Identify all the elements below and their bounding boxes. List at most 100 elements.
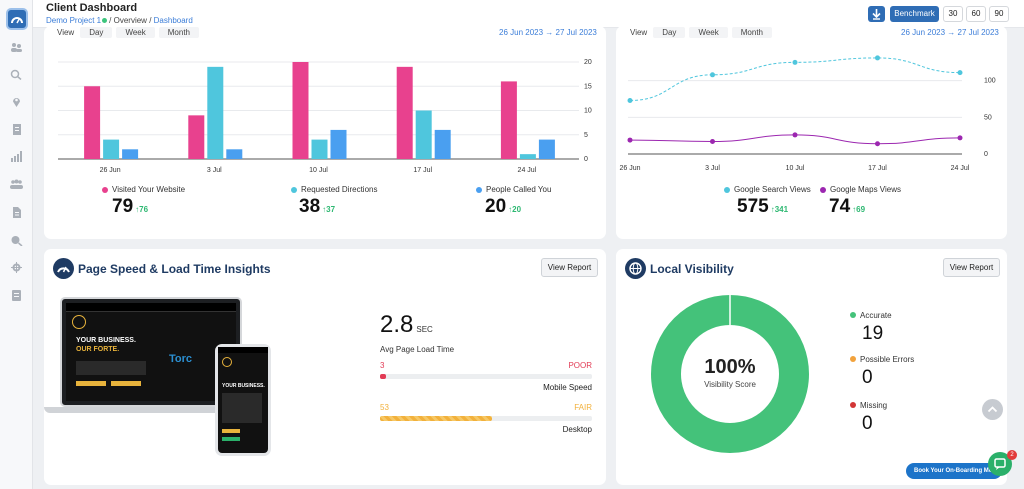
tab-day[interactable]: Day xyxy=(80,27,113,38)
visibility-percent: 100% xyxy=(704,356,756,378)
y-tick-label: 20 xyxy=(584,59,592,66)
date-range[interactable]: 26 Jun 2023 → 27 Jul 2023 xyxy=(499,28,597,37)
x-tick-label: 17 Jul xyxy=(413,167,432,174)
mobile-speed-bar xyxy=(380,374,387,379)
data-point xyxy=(792,132,798,138)
site-subheadline: OUR FORTE. xyxy=(76,346,120,353)
book-onboarding-button[interactable]: Book Your On-Boarding Meeting xyxy=(906,463,1002,479)
stat-errors-value: 0 xyxy=(862,367,873,388)
notes-icon[interactable] xyxy=(10,290,23,301)
range-90-button[interactable]: 90 xyxy=(989,6,1009,22)
x-tick-label: 10 Jul xyxy=(309,167,328,174)
site-brand: Torc xyxy=(169,353,193,365)
tab-day[interactable]: Day xyxy=(653,27,686,38)
phone-preview: YOUR BUSINESS. xyxy=(215,344,271,456)
metric-visited: 79 ↑76 xyxy=(112,196,149,217)
bar xyxy=(207,66,224,159)
breadcrumb-overview[interactable]: Overview xyxy=(113,16,147,25)
y-tick-label: 0 xyxy=(984,151,988,158)
bar-chart-icon[interactable] xyxy=(10,151,23,162)
avg-load-time-label: Avg Page Load Time xyxy=(380,345,455,354)
tab-month[interactable]: Month xyxy=(731,27,772,38)
dashboard-icon[interactable] xyxy=(6,8,28,30)
bar xyxy=(84,86,101,159)
globe-icon xyxy=(625,258,646,279)
report-icon[interactable] xyxy=(10,124,23,135)
data-point xyxy=(710,72,715,78)
tab-view: View xyxy=(57,28,75,37)
y-tick-label: 15 xyxy=(584,83,592,90)
page-speed-card: Page Speed & Load Time Insights View Rep… xyxy=(44,249,606,485)
data-point xyxy=(875,55,880,61)
x-tick-label: 3 Jul xyxy=(705,165,720,172)
dot-icon xyxy=(850,356,856,362)
breadcrumb-project[interactable]: Demo Project 1 xyxy=(46,16,102,25)
tab-view: View xyxy=(630,28,648,37)
seo-search-icon[interactable] xyxy=(10,235,23,246)
y-tick-label: 50 xyxy=(984,114,992,121)
legend-visited: Visited Your Website xyxy=(102,185,185,194)
tab-week[interactable]: Week xyxy=(689,27,728,38)
page-title: Client Dashboard xyxy=(46,2,138,14)
x-tick-label: 24 Jul xyxy=(518,167,537,174)
users-icon[interactable] xyxy=(10,42,23,53)
scroll-to-top-button[interactable] xyxy=(982,399,1003,420)
chat-icon xyxy=(994,458,1006,470)
tab-week[interactable]: Week xyxy=(116,27,155,38)
legend-dot-icon xyxy=(102,186,108,193)
download-button[interactable] xyxy=(868,6,885,22)
visibility-donut: 100% Visibility Score xyxy=(650,294,810,454)
site-headline: YOUR BUSINESS. xyxy=(76,337,136,344)
settings-icon[interactable] xyxy=(10,262,23,273)
stat-accurate-label: Accurate xyxy=(850,311,892,320)
actions-bar-chart: 20 15 10 5 0 26 Jun 3 Jul 10 Jul 17 Jul 24 Jul xyxy=(58,59,592,174)
x-tick-label: 26 Jun xyxy=(619,165,640,172)
date-range[interactable]: 26 Jun 2023 → 27 Jul 2023 xyxy=(901,28,999,37)
bar xyxy=(500,81,517,159)
range-30-button[interactable]: 30 xyxy=(943,6,963,22)
sidebar xyxy=(0,0,33,489)
trend-up-icon: ↑ xyxy=(135,205,140,214)
tab-month[interactable]: Month xyxy=(158,27,199,38)
legend-search-views: Google Search Views xyxy=(724,185,811,194)
mobile-speed-row: 3 POOR Mobile Speed xyxy=(380,361,592,392)
location-pin-icon[interactable] xyxy=(10,96,23,107)
bar xyxy=(311,139,328,159)
bar xyxy=(226,149,243,159)
x-tick-label: 24 Jul xyxy=(951,165,970,172)
team-icon[interactable] xyxy=(10,179,23,190)
period-tabs: View Day Week Month xyxy=(53,27,199,38)
legend-dot-icon xyxy=(724,186,730,193)
status-dot-icon xyxy=(102,17,108,23)
views-line-chart: 100 50 0 26 Jun 3 Jul 10 Jul 17 Jul 24 Jul xyxy=(619,55,996,172)
bar xyxy=(292,62,309,159)
visibility-label: Visibility Score xyxy=(704,380,756,389)
legend-directions: Requested Directions xyxy=(291,185,377,194)
page-speed-title: Page Speed & Load Time Insights xyxy=(78,262,271,276)
legend-maps-views: Google Maps Views xyxy=(820,185,901,194)
visibility-donut-chart xyxy=(651,295,809,453)
breadcrumb-dashboard[interactable]: Dashboard xyxy=(153,16,193,25)
desktop-speed-row: 53 FAIR Desktop xyxy=(380,403,592,434)
stat-missing-label: Missing xyxy=(850,401,887,410)
top-bar: Client Dashboard Demo Project 1/ Overvie… xyxy=(33,0,1024,28)
avg-load-time: 2.8 SEC xyxy=(380,311,433,338)
data-point xyxy=(957,70,963,76)
metric-search-views: 575 ↑341 xyxy=(737,196,789,217)
benchmark-button[interactable]: Benchmark xyxy=(890,6,939,22)
search-icon[interactable] xyxy=(10,69,23,80)
bar xyxy=(434,129,451,159)
view-report-button[interactable]: View Report xyxy=(541,258,598,277)
legend-dot-icon xyxy=(476,186,482,193)
customer-actions-card: View Day Week Month 26 Jun 2023 → 27 Jul… xyxy=(44,26,606,239)
laptop-base xyxy=(44,407,259,413)
x-tick-label: 26 Jun xyxy=(100,167,121,174)
data-point xyxy=(792,59,798,65)
views-card: View Day Week Month 26 Jun 2023 → 27 Jul… xyxy=(616,26,1007,239)
range-60-button[interactable]: 60 xyxy=(966,6,986,22)
bar xyxy=(188,115,205,159)
document-icon[interactable] xyxy=(10,207,23,218)
chevron-up-icon xyxy=(987,406,998,413)
y-tick-label: 0 xyxy=(584,156,588,163)
view-report-button[interactable]: View Report xyxy=(943,258,1000,277)
